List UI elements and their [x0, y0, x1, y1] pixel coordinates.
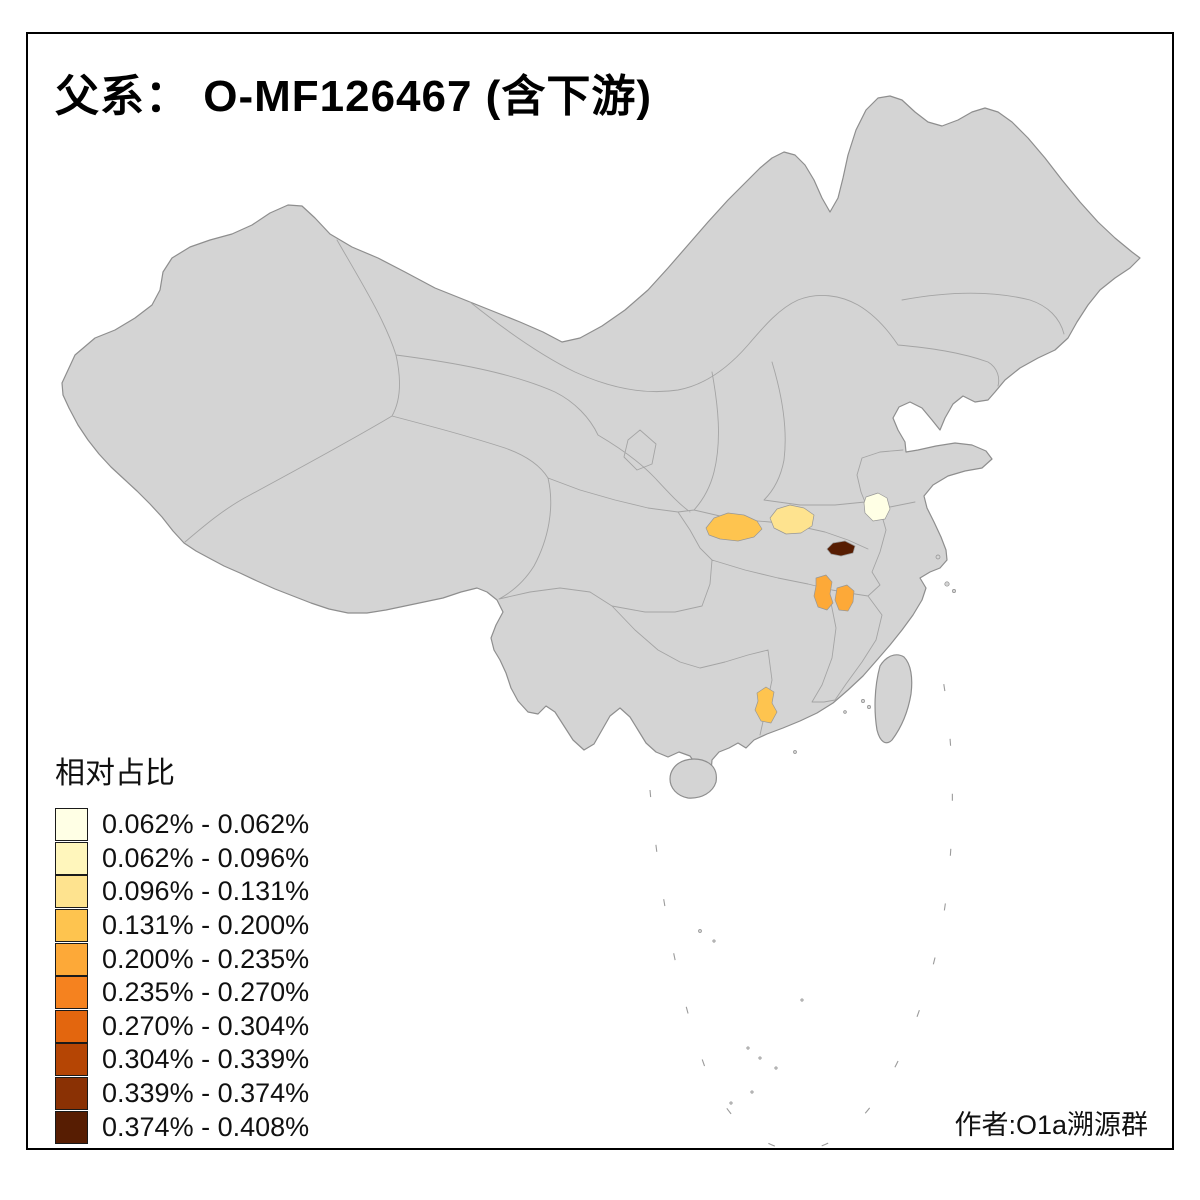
- highlight-region-7: [754, 686, 778, 724]
- legend-swatch: [55, 1043, 88, 1077]
- hainan-island: [669, 758, 717, 799]
- legend-label: 0.131% - 0.200%: [102, 910, 310, 941]
- taiwan-island: [874, 654, 913, 744]
- legend-label: 0.374% - 0.408%: [102, 1111, 310, 1142]
- legend-row: 0.304% - 0.339%: [55, 1043, 309, 1077]
- legend-row: 0.339% - 0.374%: [55, 1077, 309, 1111]
- legend-swatch: [55, 1009, 88, 1043]
- province-boundaries: [184, 239, 1065, 736]
- highlight-region-3: [826, 540, 856, 557]
- legend-label: 0.304% - 0.339%: [102, 1044, 310, 1075]
- legend-swatch: [55, 942, 88, 976]
- legend-swatch: [55, 976, 88, 1010]
- small-islands: [698, 554, 956, 1105]
- legend-swatch: [55, 1110, 88, 1144]
- legend-label: 0.200% - 0.235%: [102, 943, 310, 974]
- highlight-region-1: [705, 512, 763, 542]
- legend-row: 0.096% - 0.131%: [55, 875, 309, 909]
- highlight-region-4: [863, 492, 891, 522]
- legend-swatch: [55, 875, 88, 909]
- legend-swatch: [55, 808, 88, 842]
- legend-swatch: [55, 1077, 88, 1111]
- legend-label: 0.096% - 0.131%: [102, 876, 310, 907]
- legend: 相对占比 0.062% - 0.062% 0.062% - 0.096% 0.0…: [55, 748, 309, 1144]
- legend-row: 0.200% - 0.235%: [55, 942, 309, 976]
- legend-row: 0.062% - 0.062%: [55, 808, 309, 842]
- legend-label: 0.235% - 0.270%: [102, 977, 310, 1008]
- legend-row: 0.235% - 0.270%: [55, 976, 309, 1010]
- figure-title: 父系： O-MF126467 (含下游): [55, 72, 652, 121]
- legend-label: 0.062% - 0.062%: [102, 809, 310, 840]
- highlight-region-2: [769, 504, 815, 535]
- legend-label: 0.270% - 0.304%: [102, 1010, 310, 1041]
- legend-row: 0.374% - 0.408%: [55, 1110, 309, 1144]
- highlight-region-5: [813, 574, 834, 611]
- attribution: 作者:O1a溯源群: [954, 1110, 1148, 1140]
- highlighted-regions: [705, 492, 891, 724]
- legend-title: 相对占比: [55, 757, 175, 790]
- legend-label: 0.339% - 0.374%: [102, 1078, 310, 1109]
- legend-swatch: [55, 841, 88, 875]
- highlight-region-6: [834, 584, 855, 612]
- legend-row: 0.270% - 0.304%: [55, 1009, 310, 1044]
- legend-swatch: [55, 909, 88, 943]
- legend-row: 0.062% - 0.096%: [55, 841, 310, 876]
- legend-row: 0.131% - 0.200%: [55, 909, 309, 943]
- legend-label: 0.062% - 0.096%: [102, 842, 310, 873]
